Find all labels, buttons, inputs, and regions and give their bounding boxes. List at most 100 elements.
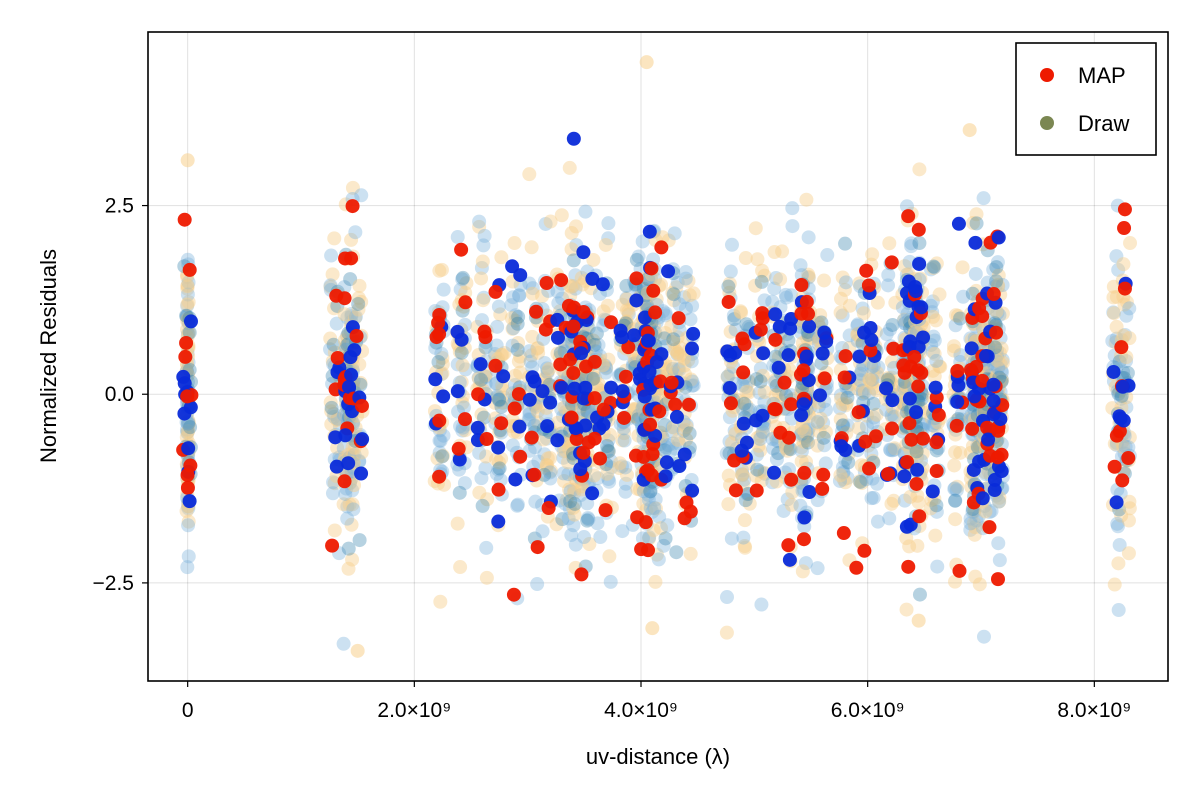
map-point [513, 268, 528, 283]
draw-point [862, 386, 877, 401]
map-point [799, 294, 814, 309]
draw-point [510, 497, 525, 512]
draw-point [748, 278, 763, 293]
draw-point [798, 556, 813, 571]
draw-point [795, 564, 810, 579]
draw-point [672, 323, 687, 338]
draw-point [1118, 328, 1133, 343]
draw-point [432, 445, 447, 460]
draw-point [928, 313, 943, 328]
map-point [603, 315, 618, 330]
draw-point [603, 453, 618, 468]
draw-point [991, 360, 1006, 375]
draw-point [432, 433, 447, 448]
draw-point [1111, 262, 1126, 277]
map-point [654, 240, 669, 255]
map-point [909, 405, 924, 420]
draw-point [487, 347, 502, 362]
draw-point [965, 439, 980, 454]
draw-point [798, 423, 813, 438]
draw-point [879, 327, 894, 342]
draw-point [994, 365, 1009, 380]
draw-point [458, 362, 473, 377]
map-point [595, 277, 610, 292]
draw-point [522, 404, 537, 419]
draw-point [1117, 297, 1132, 312]
draw-point [336, 441, 351, 456]
map-point [596, 417, 611, 432]
draw-point [927, 346, 942, 361]
draw-point [627, 403, 642, 418]
draw-point [897, 312, 912, 327]
draw-point [329, 316, 344, 331]
draw-point [330, 412, 345, 427]
draw-point [865, 367, 880, 382]
draw-point [631, 408, 646, 423]
draw-point [491, 392, 506, 407]
draw-point [603, 427, 618, 442]
draw-point [641, 271, 656, 286]
draw-point [994, 341, 1009, 356]
draw-point [755, 263, 770, 278]
map-point [929, 464, 944, 479]
draw-point [658, 326, 673, 341]
map-point [337, 474, 352, 489]
draw-point [477, 410, 492, 425]
draw-point [1107, 577, 1122, 592]
draw-point [344, 309, 359, 324]
draw-point [857, 385, 872, 400]
draw-point [864, 491, 879, 506]
draw-point [352, 533, 367, 548]
map-point [967, 389, 982, 404]
map-point [799, 349, 814, 364]
draw-point [735, 378, 750, 393]
draw-point [757, 384, 772, 399]
map-point [982, 520, 997, 535]
draw-point [577, 530, 592, 545]
draw-point [722, 434, 737, 449]
draw-point [654, 521, 669, 536]
draw-point [652, 509, 667, 524]
draw-point [636, 496, 651, 511]
map-point [576, 445, 591, 460]
draw-point [590, 471, 605, 486]
draw-point [562, 160, 577, 175]
draw-point [325, 267, 340, 282]
draw-point [836, 472, 851, 487]
draw-point [862, 372, 877, 387]
draw-point [838, 236, 853, 251]
draw-point [645, 504, 660, 519]
draw-point [554, 402, 569, 417]
draw-point [618, 460, 633, 475]
draw-point [344, 306, 359, 321]
draw-point [566, 253, 581, 268]
map-point [539, 276, 554, 291]
draw-point [562, 501, 577, 516]
map-point [669, 409, 684, 424]
draw-point [666, 436, 681, 451]
draw-point [969, 513, 984, 528]
draw-point [673, 348, 688, 363]
draw-point [810, 416, 825, 431]
map-point [834, 439, 849, 454]
draw-point [925, 294, 940, 309]
draw-point [1106, 305, 1121, 320]
draw-point [1120, 366, 1135, 381]
draw-point [602, 549, 617, 564]
draw-point [513, 277, 528, 292]
map-point [598, 503, 613, 518]
draw-point [656, 538, 671, 553]
draw-point [566, 518, 581, 533]
draw-point [984, 503, 999, 518]
map-point [512, 419, 527, 434]
draw-point [528, 494, 543, 509]
map-point [722, 380, 737, 395]
draw-point [324, 404, 339, 419]
draw-point [912, 587, 927, 602]
draw-point [430, 451, 445, 466]
draw-point [628, 409, 643, 424]
draw-point [670, 346, 685, 361]
draw-point [508, 313, 523, 328]
map-point [538, 322, 553, 337]
map-point [885, 393, 900, 408]
